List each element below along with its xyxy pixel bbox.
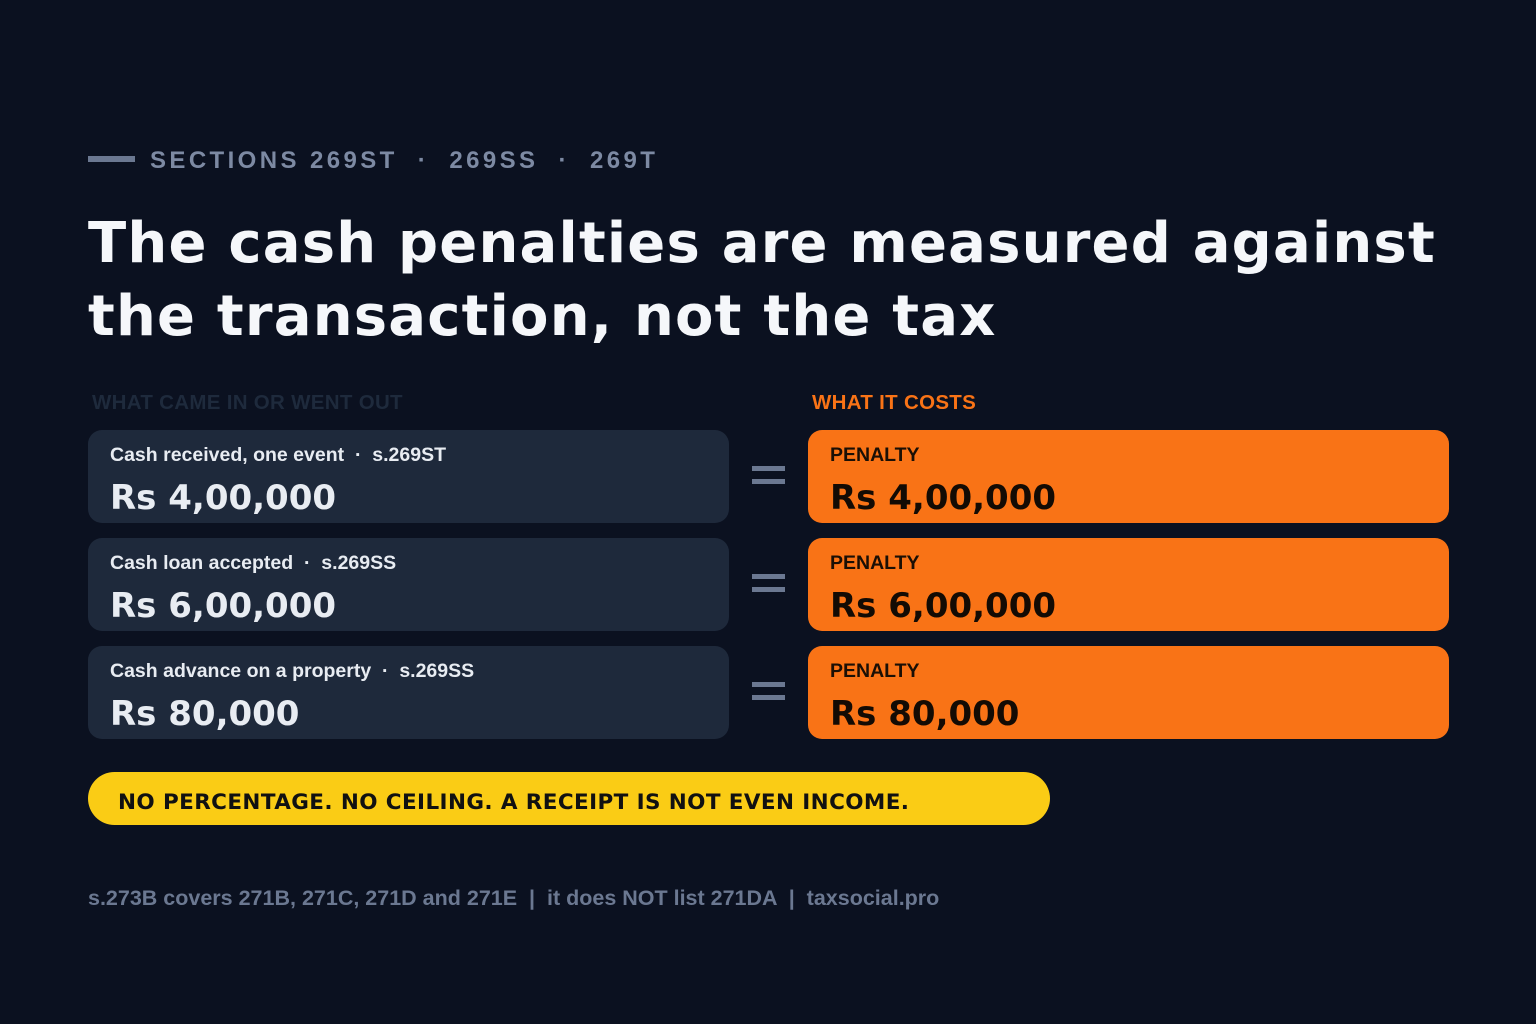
penalty-amount: Rs 80,000 [830, 694, 1020, 734]
column-label-cost: WHAT IT COSTS [812, 391, 977, 414]
comparison-row: Cash advance on a property · s.269SS Rs … [88, 646, 1449, 739]
transaction-amount: Rs 4,00,000 [110, 478, 337, 518]
equals-icon [752, 466, 785, 486]
transaction-label: Cash loan accepted · s.269SS [110, 552, 397, 574]
section-eyebrow: SECTIONS 269ST · 269SS · 269T [88, 146, 658, 176]
transaction-label: Cash advance on a property · s.269SS [110, 660, 475, 682]
penalty-label: PENALTY [830, 660, 920, 682]
transaction-amount: Rs 6,00,000 [110, 586, 337, 626]
transaction-label: Cash received, one event · s.269ST [110, 444, 446, 466]
penalty-card: PENALTY Rs 80,000 [808, 646, 1449, 739]
banner-text: NO PERCENTAGE. NO CEILING. A RECEIPT IS … [118, 790, 910, 815]
column-label-input: WHAT CAME IN OR WENT OUT [92, 391, 403, 414]
eyebrow-text: SECTIONS 269ST · 269SS · 269T [150, 147, 659, 174]
penalty-amount: Rs 6,00,000 [830, 586, 1057, 626]
transaction-card: Cash advance on a property · s.269SS Rs … [88, 646, 729, 739]
headline: The cash penalties are measured against … [88, 211, 1436, 349]
footnote: s.273B covers 271B, 271C, 271D and 271E … [88, 886, 940, 910]
transaction-amount: Rs 80,000 [110, 694, 300, 734]
transaction-card: Cash loan accepted · s.269SS Rs 6,00,000 [88, 538, 729, 631]
transaction-card: Cash received, one event · s.269ST Rs 4,… [88, 430, 729, 523]
comparison-row: Cash loan accepted · s.269SS Rs 6,00,000… [88, 538, 1449, 631]
comparison-row: Cash received, one event · s.269ST Rs 4,… [88, 430, 1449, 523]
penalty-label: PENALTY [830, 444, 920, 466]
warning-banner: NO PERCENTAGE. NO CEILING. A RECEIPT IS … [88, 772, 1050, 825]
eyebrow-rule [88, 156, 135, 162]
penalty-amount: Rs 4,00,000 [830, 478, 1057, 518]
equals-icon [752, 574, 785, 594]
equals-icon [752, 682, 785, 702]
penalty-card: PENALTY Rs 6,00,000 [808, 538, 1449, 631]
penalty-card: PENALTY Rs 4,00,000 [808, 430, 1449, 523]
penalty-label: PENALTY [830, 552, 920, 574]
